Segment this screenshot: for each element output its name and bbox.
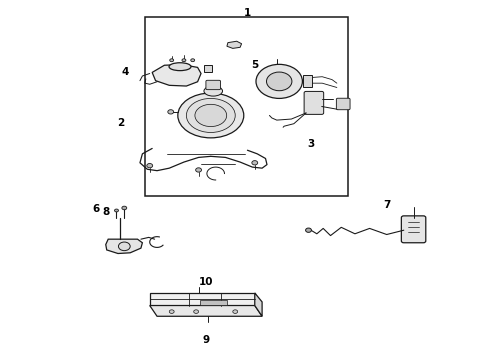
- Ellipse shape: [186, 98, 235, 132]
- Text: 10: 10: [198, 277, 213, 287]
- Circle shape: [122, 206, 127, 210]
- Ellipse shape: [267, 72, 292, 91]
- Circle shape: [182, 59, 186, 62]
- FancyBboxPatch shape: [304, 91, 324, 114]
- Polygon shape: [150, 306, 262, 316]
- FancyBboxPatch shape: [336, 98, 350, 110]
- Polygon shape: [150, 293, 255, 306]
- Text: 6: 6: [92, 204, 99, 214]
- Polygon shape: [255, 293, 262, 316]
- Circle shape: [233, 310, 238, 314]
- Ellipse shape: [178, 93, 244, 138]
- Bar: [303, 75, 313, 87]
- Text: 9: 9: [202, 334, 209, 345]
- Text: 2: 2: [117, 118, 124, 128]
- Text: 1: 1: [244, 8, 251, 18]
- Text: 3: 3: [307, 139, 315, 149]
- Circle shape: [168, 110, 173, 114]
- Bar: [145, 17, 347, 196]
- Ellipse shape: [195, 104, 227, 127]
- Circle shape: [191, 59, 195, 62]
- Text: 4: 4: [122, 67, 129, 77]
- Circle shape: [196, 168, 201, 172]
- Circle shape: [194, 310, 198, 314]
- Ellipse shape: [169, 63, 191, 71]
- Text: 8: 8: [102, 207, 109, 217]
- Circle shape: [252, 161, 258, 165]
- Polygon shape: [152, 64, 201, 86]
- Polygon shape: [106, 239, 143, 253]
- Text: 7: 7: [383, 200, 391, 210]
- Circle shape: [306, 228, 312, 232]
- Polygon shape: [227, 41, 242, 48]
- Circle shape: [147, 163, 153, 168]
- Text: 5: 5: [251, 60, 258, 70]
- Bar: [204, 65, 212, 72]
- Circle shape: [170, 59, 173, 62]
- FancyBboxPatch shape: [401, 216, 426, 243]
- Circle shape: [115, 209, 119, 212]
- Ellipse shape: [204, 86, 222, 96]
- FancyBboxPatch shape: [206, 80, 220, 90]
- Ellipse shape: [256, 64, 302, 98]
- FancyBboxPatch shape: [199, 300, 227, 305]
- Circle shape: [119, 242, 130, 251]
- Circle shape: [169, 310, 174, 314]
